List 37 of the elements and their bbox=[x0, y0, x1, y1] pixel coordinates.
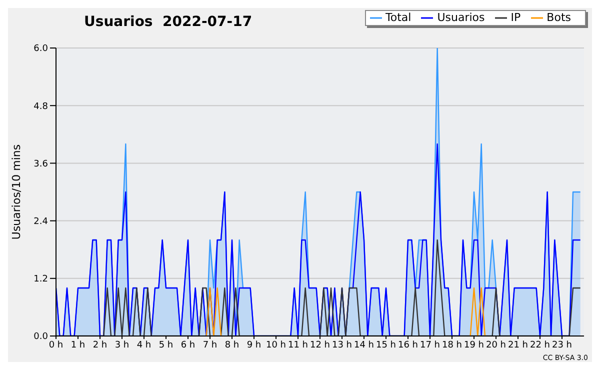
x-tick-label: 4 h bbox=[136, 340, 152, 350]
legend-label: IP bbox=[510, 11, 521, 24]
x-tick-label: 19 h bbox=[464, 340, 484, 350]
y-tick-label: 6.0 bbox=[34, 44, 48, 54]
y-tick-label: 4.8 bbox=[34, 102, 48, 112]
legend-label: Usuarios bbox=[437, 11, 485, 24]
y-axis-title: Usuarios/10 mins bbox=[10, 144, 23, 240]
x-tick-label: 5 h bbox=[158, 340, 174, 350]
line-series bbox=[56, 143, 581, 336]
x-tick-label: 0 h bbox=[48, 340, 64, 350]
y-tick-label: 2.4 bbox=[34, 216, 48, 227]
x-tick-label: 21 h bbox=[508, 340, 528, 350]
x-tick-label: 1 h bbox=[70, 340, 86, 350]
x-tick-label: 15 h bbox=[376, 340, 396, 350]
y-tick-label: 3.6 bbox=[34, 159, 48, 170]
legend-label: Bots bbox=[546, 11, 571, 24]
x-tick-label: 3 h bbox=[114, 340, 130, 350]
x-tick-label: 11 h bbox=[288, 340, 308, 350]
x-tick-label: 13 h bbox=[332, 340, 352, 350]
x-tick-label: 10 h bbox=[266, 340, 286, 350]
x-tick-label: 22 h bbox=[530, 340, 550, 350]
y-tick-label: 0.0 bbox=[34, 332, 48, 342]
x-tick-label: 23 h bbox=[552, 340, 572, 350]
legend-label: Total bbox=[386, 11, 412, 24]
x-tick-label: 12 h bbox=[310, 340, 330, 350]
y-tick-label: 1.2 bbox=[34, 274, 48, 285]
chart-title: Usuarios 2022-07-17 bbox=[84, 14, 252, 30]
x-tick-label: 16 h bbox=[398, 340, 418, 350]
x-tick-label: 20 h bbox=[486, 340, 506, 350]
x-tick-label: 14 h bbox=[354, 340, 374, 350]
x-tick-label: 2 h bbox=[92, 340, 108, 350]
x-tick-label: 6 h bbox=[180, 340, 196, 350]
x-tick-label: 8 h bbox=[224, 340, 240, 350]
x-tick-label: 18 h bbox=[442, 340, 462, 350]
x-tick-label: 7 h bbox=[202, 340, 218, 350]
x-tick-label: 9 h bbox=[246, 340, 262, 350]
x-tick-label: 17 h bbox=[420, 340, 440, 350]
